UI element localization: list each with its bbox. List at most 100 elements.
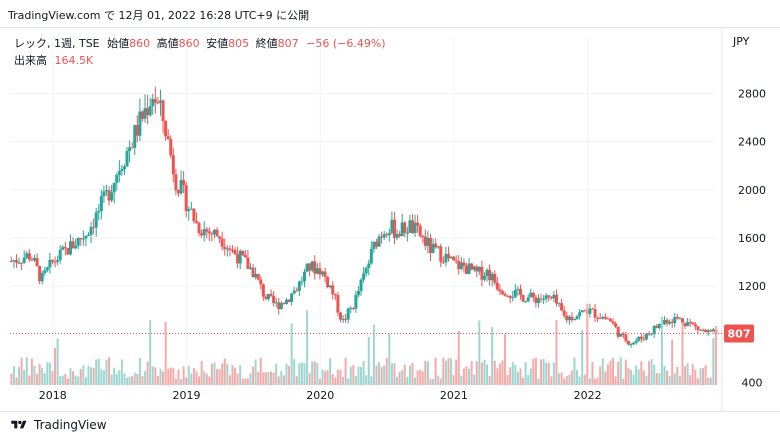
candle-body [179, 180, 183, 194]
candle-body [400, 222, 404, 237]
candle-body [151, 99, 155, 107]
candle-body [410, 220, 414, 234]
currency-label: JPY [733, 35, 750, 48]
candle-body [449, 256, 453, 259]
volume-bar [375, 365, 378, 385]
volume-bar [583, 374, 586, 385]
volume-bar [653, 364, 656, 385]
volume-bar [264, 372, 267, 385]
volume-bar [300, 362, 303, 385]
candle-body [30, 259, 34, 261]
volume-bar [105, 359, 108, 385]
candle-body [593, 308, 597, 318]
volume-bar [411, 362, 414, 385]
volume-bar [573, 357, 576, 385]
volume-bar [246, 378, 249, 385]
candle-body [403, 222, 407, 233]
volume-bar [326, 370, 329, 385]
volume-bar [311, 361, 314, 385]
candle-body [215, 229, 219, 237]
volume-bar [72, 371, 75, 385]
low-label: 安値 [206, 37, 229, 50]
volume-bar [498, 363, 501, 385]
volume-bar [565, 376, 568, 385]
candle-body [200, 233, 204, 236]
candle-body [104, 190, 108, 192]
candle-body [683, 323, 687, 327]
candle-body [652, 325, 656, 334]
footer-divider [0, 411, 780, 412]
candle-body [161, 100, 165, 121]
candle-body [112, 182, 116, 193]
volume-bar [496, 368, 499, 385]
candle-body [236, 254, 240, 264]
volume-bar [138, 358, 141, 385]
candle-body [459, 262, 463, 270]
volume-bar [231, 365, 234, 385]
source-label: TradingView.com [8, 9, 101, 22]
volume-bar [46, 362, 49, 385]
price-tick-label: 2800 [738, 87, 766, 100]
volume-bar [18, 366, 21, 385]
volume-bar [347, 378, 350, 385]
candle-body [202, 229, 206, 236]
candle-body [511, 296, 515, 298]
volume-bar [506, 374, 509, 385]
high-value: 860 [178, 37, 200, 50]
candle-body [634, 340, 638, 343]
volume-bar [406, 377, 409, 385]
volume-bar [545, 362, 548, 385]
candle-body [513, 289, 517, 297]
volume-bar [74, 375, 77, 385]
volume-bar [442, 357, 445, 385]
candle-body [333, 294, 337, 296]
volume-bar [249, 373, 252, 385]
volume-bar [632, 374, 635, 385]
candle-body [81, 238, 85, 240]
candle-body [678, 318, 682, 320]
candle-body [408, 220, 412, 233]
volume-bar [365, 375, 368, 385]
candle-body [421, 236, 425, 238]
volume-bar [169, 367, 172, 385]
candle-body [472, 266, 476, 270]
candle-body [482, 275, 486, 280]
candle-body [668, 321, 672, 324]
volume-bar [576, 369, 579, 385]
volume-bar [210, 363, 213, 385]
candle-body [125, 150, 129, 167]
candle-body [691, 322, 695, 325]
volume-bar [439, 378, 442, 385]
volume-bar [588, 378, 591, 385]
volume-bar [213, 362, 216, 385]
volume-bar [100, 369, 103, 385]
volume-bar [216, 369, 219, 385]
volume-bar [154, 367, 157, 385]
volume-bar [162, 371, 165, 385]
volume-bar [293, 358, 296, 385]
volume-bar [426, 361, 429, 385]
candle-body [560, 303, 564, 311]
candle-body [140, 111, 144, 119]
candle-body [516, 288, 520, 290]
candle-body [446, 254, 450, 259]
volume-bar [596, 377, 599, 385]
candle-body [323, 271, 327, 277]
volume-bar [488, 376, 491, 385]
volume-bar [419, 369, 422, 385]
volume-bar [586, 303, 589, 385]
volume-bar [141, 376, 144, 385]
volume-bar [254, 359, 257, 385]
price-tick-label: 1600 [738, 232, 766, 245]
candle-body [74, 245, 78, 249]
volume-bar [455, 359, 458, 385]
volume-bar [48, 362, 51, 385]
candle-body [27, 253, 31, 260]
candle-body [696, 326, 700, 330]
volume-bar [578, 376, 581, 385]
candle-body [428, 237, 432, 253]
volume-bar [452, 375, 455, 385]
volume-bar [120, 359, 123, 385]
candle-body [66, 248, 70, 255]
